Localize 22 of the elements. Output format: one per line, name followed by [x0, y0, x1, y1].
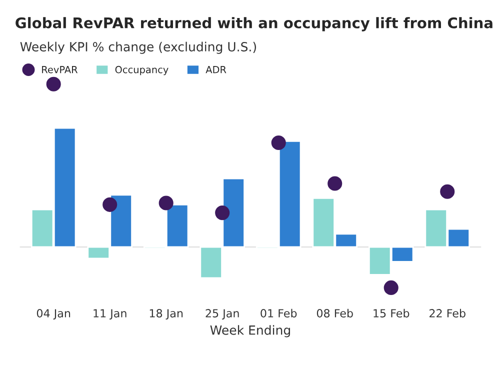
- x-axis-title: Week Ending: [210, 325, 290, 338]
- legend-label: Occupancy: [115, 66, 168, 76]
- x-tick-label: 11 Jan: [94, 309, 126, 320]
- x-tick-label: 08 Feb: [316, 308, 353, 318]
- point: [271, 135, 286, 150]
- x-tick-label: 18 Jan: [150, 309, 183, 320]
- legend-label: RevPAR: [42, 66, 78, 74]
- point: [46, 76, 61, 92]
- legend-label: ADR: [206, 66, 226, 74]
- x-tick-label: 22 Feb: [430, 308, 466, 318]
- point: [102, 197, 118, 212]
- x-tick-label: 15 Feb: [374, 308, 410, 318]
- point: [440, 184, 455, 199]
- x-tick-label: 25 Jan: [206, 309, 239, 320]
- point: [158, 196, 174, 210]
- point: [215, 206, 230, 220]
- x-tick-label: 04 Jan: [36, 309, 70, 320]
- chart-title: Global RevPAR returned with an occupancy lift from China: [16, 17, 492, 32]
- point: [384, 280, 398, 295]
- x-tick-label: 01 Feb: [260, 308, 297, 318]
- point: [328, 176, 342, 191]
- chart-subtitle: Weekly KPI % change (excluding U.S.): [20, 42, 256, 54]
